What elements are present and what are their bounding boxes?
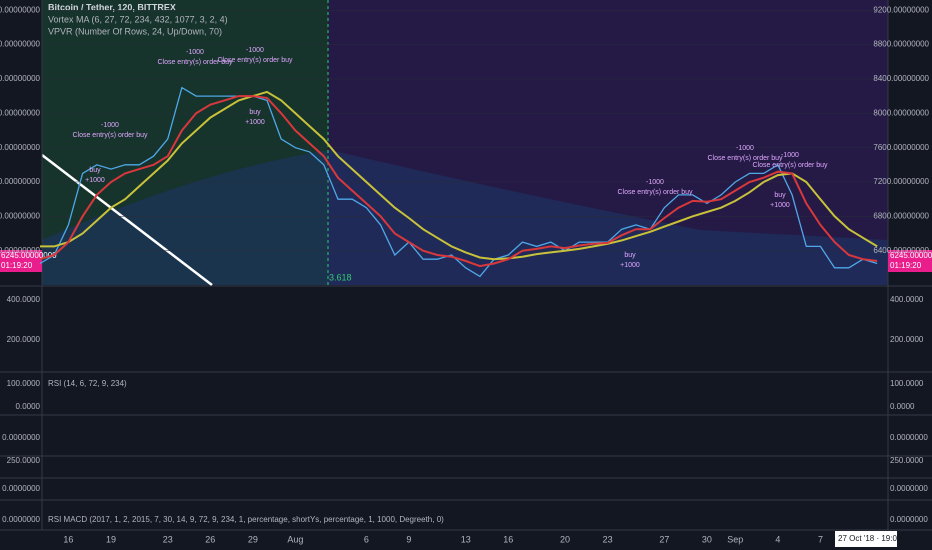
x-tick-label: Aug bbox=[287, 534, 303, 544]
annotation: buy bbox=[89, 167, 101, 174]
y-tick-label: 7600.00000000 bbox=[873, 143, 929, 152]
y-tick-label: 6400.00000000 bbox=[873, 246, 929, 255]
y-tick-label: 8000.00000000 bbox=[0, 108, 41, 117]
series-line bbox=[39, 95, 878, 268]
annotation: Close entry(s) order buy bbox=[217, 57, 293, 64]
y-tick-label: 8800.00000000 bbox=[873, 40, 929, 49]
pane-label: 0.0000 bbox=[16, 402, 41, 411]
series-line bbox=[40, 90, 878, 261]
annotation: Close entry(s) order buy bbox=[752, 162, 828, 169]
y-tick-label: 7200.00000000 bbox=[0, 177, 41, 186]
pane-label: 200.0000 bbox=[890, 335, 924, 344]
trend-line bbox=[41, 154, 213, 286]
pane-label: 0.0000000 bbox=[2, 484, 40, 493]
price-tag bbox=[0, 250, 42, 272]
annotation-amount: -1000 bbox=[246, 47, 264, 54]
x-tick-label: 19 bbox=[106, 534, 116, 544]
last-price: 6245.00000000 bbox=[1, 251, 57, 260]
x-tick-label: 23 bbox=[163, 534, 173, 544]
pane-label: 250.0000 bbox=[7, 456, 41, 465]
y-tick-label: 7600.00000000 bbox=[0, 143, 41, 152]
y-tick-label: 8400.00000000 bbox=[0, 74, 41, 83]
x-tick-label: 30 bbox=[702, 534, 712, 544]
x-tick-label: 4 bbox=[775, 534, 780, 544]
annotation: Close entry(s) order buy bbox=[72, 132, 148, 139]
x-tick-label: 16 bbox=[503, 534, 513, 544]
annotation-amount: +1000 bbox=[770, 202, 790, 209]
pane-label: 0.0000 bbox=[890, 402, 915, 411]
pane-label: 200.0000 bbox=[7, 335, 41, 344]
indicator: Vortex MA (6, 27, 72, 234, 432, 1077, 3,… bbox=[48, 14, 228, 24]
annotation-amount: +1000 bbox=[620, 262, 640, 269]
last-price: 6245.00000000 bbox=[890, 251, 932, 260]
annotation: Close entry(s) order buy bbox=[157, 59, 233, 66]
pane-title: RSI MACD (2017, 1, 2, 2015, 7, 30, 14, 9… bbox=[48, 515, 444, 524]
x-tick-label: 20 bbox=[560, 534, 570, 544]
pane-label: 0.0000000 bbox=[2, 433, 40, 442]
annotation: buy bbox=[624, 252, 636, 259]
panes bbox=[0, 0, 932, 531]
y-tick-label: 8400.00000000 bbox=[873, 74, 929, 83]
pane-label: 100.0000 bbox=[890, 379, 924, 388]
y-tick-label: 7200.00000000 bbox=[873, 177, 929, 186]
pane-label: 400.0000 bbox=[7, 295, 41, 304]
cloud bbox=[42, 150, 888, 285]
x-tick-label: Sep bbox=[727, 534, 743, 544]
countdown: 01:19:20 bbox=[1, 261, 33, 270]
pane-label: 400.0000 bbox=[890, 295, 924, 304]
x-tick-label: 6 bbox=[364, 534, 369, 544]
pane-title: RSI (14, 6, 72, 9, 234) bbox=[48, 379, 127, 388]
annotation-amount: -1000 bbox=[186, 49, 204, 56]
pane-label: 0.0000000 bbox=[890, 433, 928, 442]
y-tick-label: 6800.00000000 bbox=[0, 211, 41, 220]
annotation-amount: -1000 bbox=[781, 152, 799, 159]
x-tick-label: 7 bbox=[818, 534, 823, 544]
y-tick-label: 8000.00000000 bbox=[873, 108, 929, 117]
symbol: Bitcoin / Tether, 120, BITTREX bbox=[48, 2, 176, 12]
pane-label: 250.0000 bbox=[890, 456, 924, 465]
annotation-amount: -1000 bbox=[101, 122, 119, 129]
annotation-amount: -1000 bbox=[646, 179, 664, 186]
countdown: 01:19:20 bbox=[890, 261, 922, 270]
price-tag bbox=[888, 250, 932, 272]
y-tick-label: 6800.00000000 bbox=[873, 211, 929, 220]
annotation: buy bbox=[249, 109, 261, 116]
pane-label: 0.0000000 bbox=[890, 515, 928, 524]
pane-label: 0.0000000 bbox=[890, 484, 928, 493]
x-tick-label: 26 bbox=[205, 534, 215, 544]
x-tick-label: 27 bbox=[659, 534, 669, 544]
annotation-amount: -1000 bbox=[736, 145, 754, 152]
y-tick-label: 9200.00000000 bbox=[0, 5, 41, 14]
indicator: VPVR (Number Of Rows, 24, Up/Down, 70) bbox=[48, 26, 222, 36]
x-tick-label: 9 bbox=[406, 534, 411, 544]
series-line bbox=[39, 86, 878, 278]
cursor-date: 27 Oct '18 · 19:00 bbox=[838, 534, 902, 543]
annotation: buy bbox=[774, 192, 786, 199]
y-tick-label: 9200.00000000 bbox=[873, 5, 929, 14]
fib-label: 3.618 bbox=[329, 272, 352, 282]
x-tick-label: 23 bbox=[603, 534, 613, 544]
pane-label: 0.0000000 bbox=[2, 515, 40, 524]
y-tick-label: 8800.00000000 bbox=[0, 40, 41, 49]
annotation-amount: +1000 bbox=[85, 177, 105, 184]
cursor-box bbox=[835, 531, 897, 547]
x-tick-label: 13 bbox=[461, 534, 471, 544]
x-tick-label: 16 bbox=[63, 534, 73, 544]
x-tick-label: 29 bbox=[248, 534, 258, 544]
annotation: Close entry(s) order buy bbox=[617, 189, 693, 196]
y-tick-label: 6400.00000000 bbox=[0, 246, 41, 255]
annotation: Close entry(s) order buy bbox=[707, 155, 783, 162]
pane-label: 100.0000 bbox=[7, 379, 41, 388]
annotation-amount: +1000 bbox=[245, 119, 265, 126]
